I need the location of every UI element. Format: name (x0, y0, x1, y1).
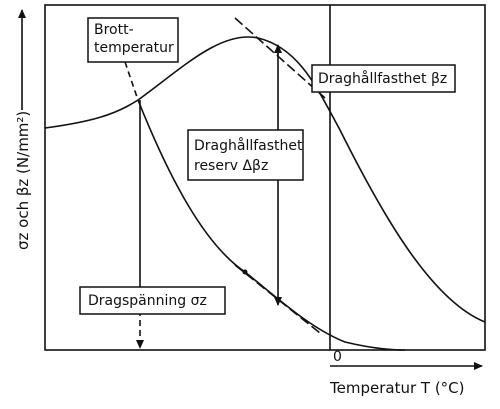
strength-label: Draghållfasthet βz (318, 70, 447, 87)
strength-curve (44, 36, 486, 323)
label-line: temperatur (94, 40, 174, 56)
y-axis-label: σz och βz (N/mm²) (14, 111, 32, 250)
reserve-label: Draghållfasthet reserv Δβz (194, 137, 307, 174)
label-box (187, 129, 304, 181)
tangent-line (234, 264, 321, 334)
x-axis-label: Temperatur T (°C) (329, 379, 465, 397)
tangent-line (234, 17, 326, 99)
stress-label: Dragspänning σz (88, 293, 207, 309)
label-box (87, 17, 179, 63)
label-line: reserv Δβz (194, 158, 268, 174)
zero-label: 0 (333, 349, 342, 365)
label-line: Brott- (94, 22, 134, 38)
label-box (311, 64, 456, 93)
tangent-point (242, 269, 248, 275)
label-line: Draghållfasthet (194, 137, 303, 154)
stress-curve-dashed (124, 61, 139, 101)
label-box (79, 286, 226, 315)
plot-frame (44, 4, 486, 351)
stress-curve (137, 99, 406, 351)
break-temp-label: Brott- temperatur (94, 22, 174, 56)
